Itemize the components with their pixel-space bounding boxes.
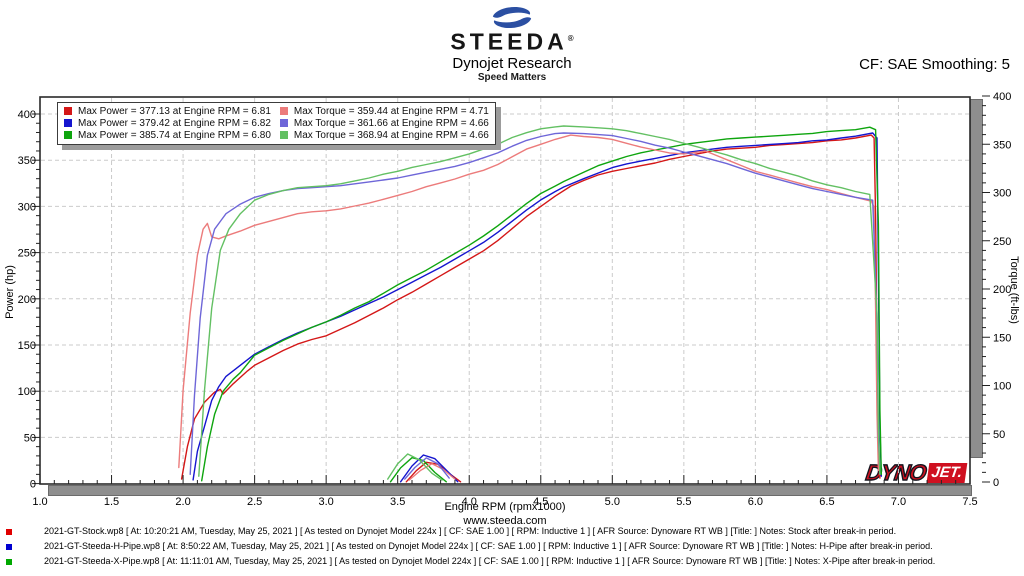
rpm-axis-title: Engine RPM (rpmx1000) xyxy=(444,501,566,513)
legend-swatch-power-x-pipe xyxy=(64,131,72,139)
legend-label: Max Power = 385.74 at Engine RPM = 6.80 xyxy=(78,129,271,141)
run-row-stock: 2021-GT-Stock.wp8 [ At: 10:20:21 AM, Tue… xyxy=(0,526,1024,540)
page-subtitle: Speed Matters xyxy=(477,72,547,83)
legend-swatch-torque-x-pipe xyxy=(279,131,288,139)
run-row-h-pipe: 2021-GT-Steeda-H-Pipe.wp8 [ At: 8:50:22 … xyxy=(0,541,1024,555)
smoothing-label: CF: SAE Smoothing: 5 xyxy=(859,56,1010,73)
svg-text:300: 300 xyxy=(993,188,1011,200)
run-text: 2021-GT-Steeda-X-Pipe.wp8 [ At: 11:11:01… xyxy=(44,556,936,566)
legend-label: Max Torque = 368.94 at Engine RPM = 4.66 xyxy=(293,129,489,141)
legend-label: Max Torque = 359.44 at Engine RPM = 4.71 xyxy=(293,105,489,117)
page-title: Dynojet Research xyxy=(452,55,572,72)
brand-header: STEEDA® xyxy=(0,6,1024,55)
svg-text:350: 350 xyxy=(993,139,1011,151)
brand-name: STEEDA xyxy=(450,28,568,55)
vertical-scrollbar[interactable] xyxy=(970,99,983,458)
svg-text:250: 250 xyxy=(18,248,36,260)
legend-row-torque-stock: Max Torque = 359.44 at Engine RPM = 4.71 xyxy=(279,105,489,117)
svg-text:0: 0 xyxy=(993,477,999,489)
brand-logo-text: STEEDA® xyxy=(0,28,1024,55)
legend-torque-column: Max Torque = 359.44 at Engine RPM = 4.71… xyxy=(279,105,489,141)
watermark-url: www.steeda.com xyxy=(463,515,547,527)
svg-text:350: 350 xyxy=(18,155,36,167)
legend-label: Max Torque = 361.66 at Engine RPM = 4.66 xyxy=(293,117,489,129)
svg-text:50: 50 xyxy=(993,429,1005,441)
svg-text:100: 100 xyxy=(18,386,36,398)
legend-row-power-h-pipe: Max Power = 379.42 at Engine RPM = 6.82 xyxy=(64,117,271,129)
svg-text:50: 50 xyxy=(24,432,36,444)
svg-text:400: 400 xyxy=(993,91,1011,103)
legend-swatch-power-stock xyxy=(64,107,72,115)
dynojet-logo-jet: JET. xyxy=(926,462,968,483)
legend-power-column: Max Power = 377.13 at Engine RPM = 6.81 … xyxy=(64,105,271,141)
legend-row-power-x-pipe: Max Power = 385.74 at Engine RPM = 6.80 xyxy=(64,129,271,141)
power-axis-title: Power (hp) xyxy=(4,265,16,319)
registered-mark: ® xyxy=(567,34,574,43)
run-swatch-h-pipe xyxy=(6,544,12,550)
svg-text:300: 300 xyxy=(18,201,36,213)
legend-row-torque-h-pipe: Max Torque = 361.66 at Engine RPM = 4.66 xyxy=(279,117,489,129)
svg-text:200: 200 xyxy=(18,294,36,306)
torque-axis-title: Torque (ft-lbs) xyxy=(1008,256,1020,324)
horizontal-scrollbar[interactable] xyxy=(48,485,972,496)
dynojet-logo: DYNO JET. xyxy=(864,459,968,485)
steeda-swoosh-icon xyxy=(492,6,532,29)
svg-text:100: 100 xyxy=(993,381,1011,393)
svg-text:150: 150 xyxy=(18,340,36,352)
legend-swatch-torque-h-pipe xyxy=(279,119,288,127)
svg-text:400: 400 xyxy=(18,109,36,121)
dynojet-logo-dyno: DYNO xyxy=(864,459,928,485)
svg-text:0: 0 xyxy=(30,479,36,491)
legend: Max Power = 377.13 at Engine RPM = 6.81 … xyxy=(57,102,496,145)
legend-swatch-power-h-pipe xyxy=(64,119,72,127)
run-row-x-pipe: 2021-GT-Steeda-X-Pipe.wp8 [ At: 11:11:01… xyxy=(0,556,1024,570)
legend-row-power-stock: Max Power = 377.13 at Engine RPM = 6.81 xyxy=(64,105,271,117)
run-text: 2021-GT-Stock.wp8 [ At: 10:20:21 AM, Tue… xyxy=(44,526,897,536)
legend-label: Max Power = 377.13 at Engine RPM = 6.81 xyxy=(78,105,271,117)
run-swatch-x-pipe xyxy=(6,559,12,565)
legend-label: Max Power = 379.42 at Engine RPM = 6.82 xyxy=(78,117,271,129)
run-swatch-stock xyxy=(6,529,12,535)
run-text: 2021-GT-Steeda-H-Pipe.wp8 [ At: 8:50:22 … xyxy=(44,541,933,551)
legend-swatch-torque-stock xyxy=(279,107,288,115)
legend-row-torque-x-pipe: Max Torque = 368.94 at Engine RPM = 4.66 xyxy=(279,129,489,141)
